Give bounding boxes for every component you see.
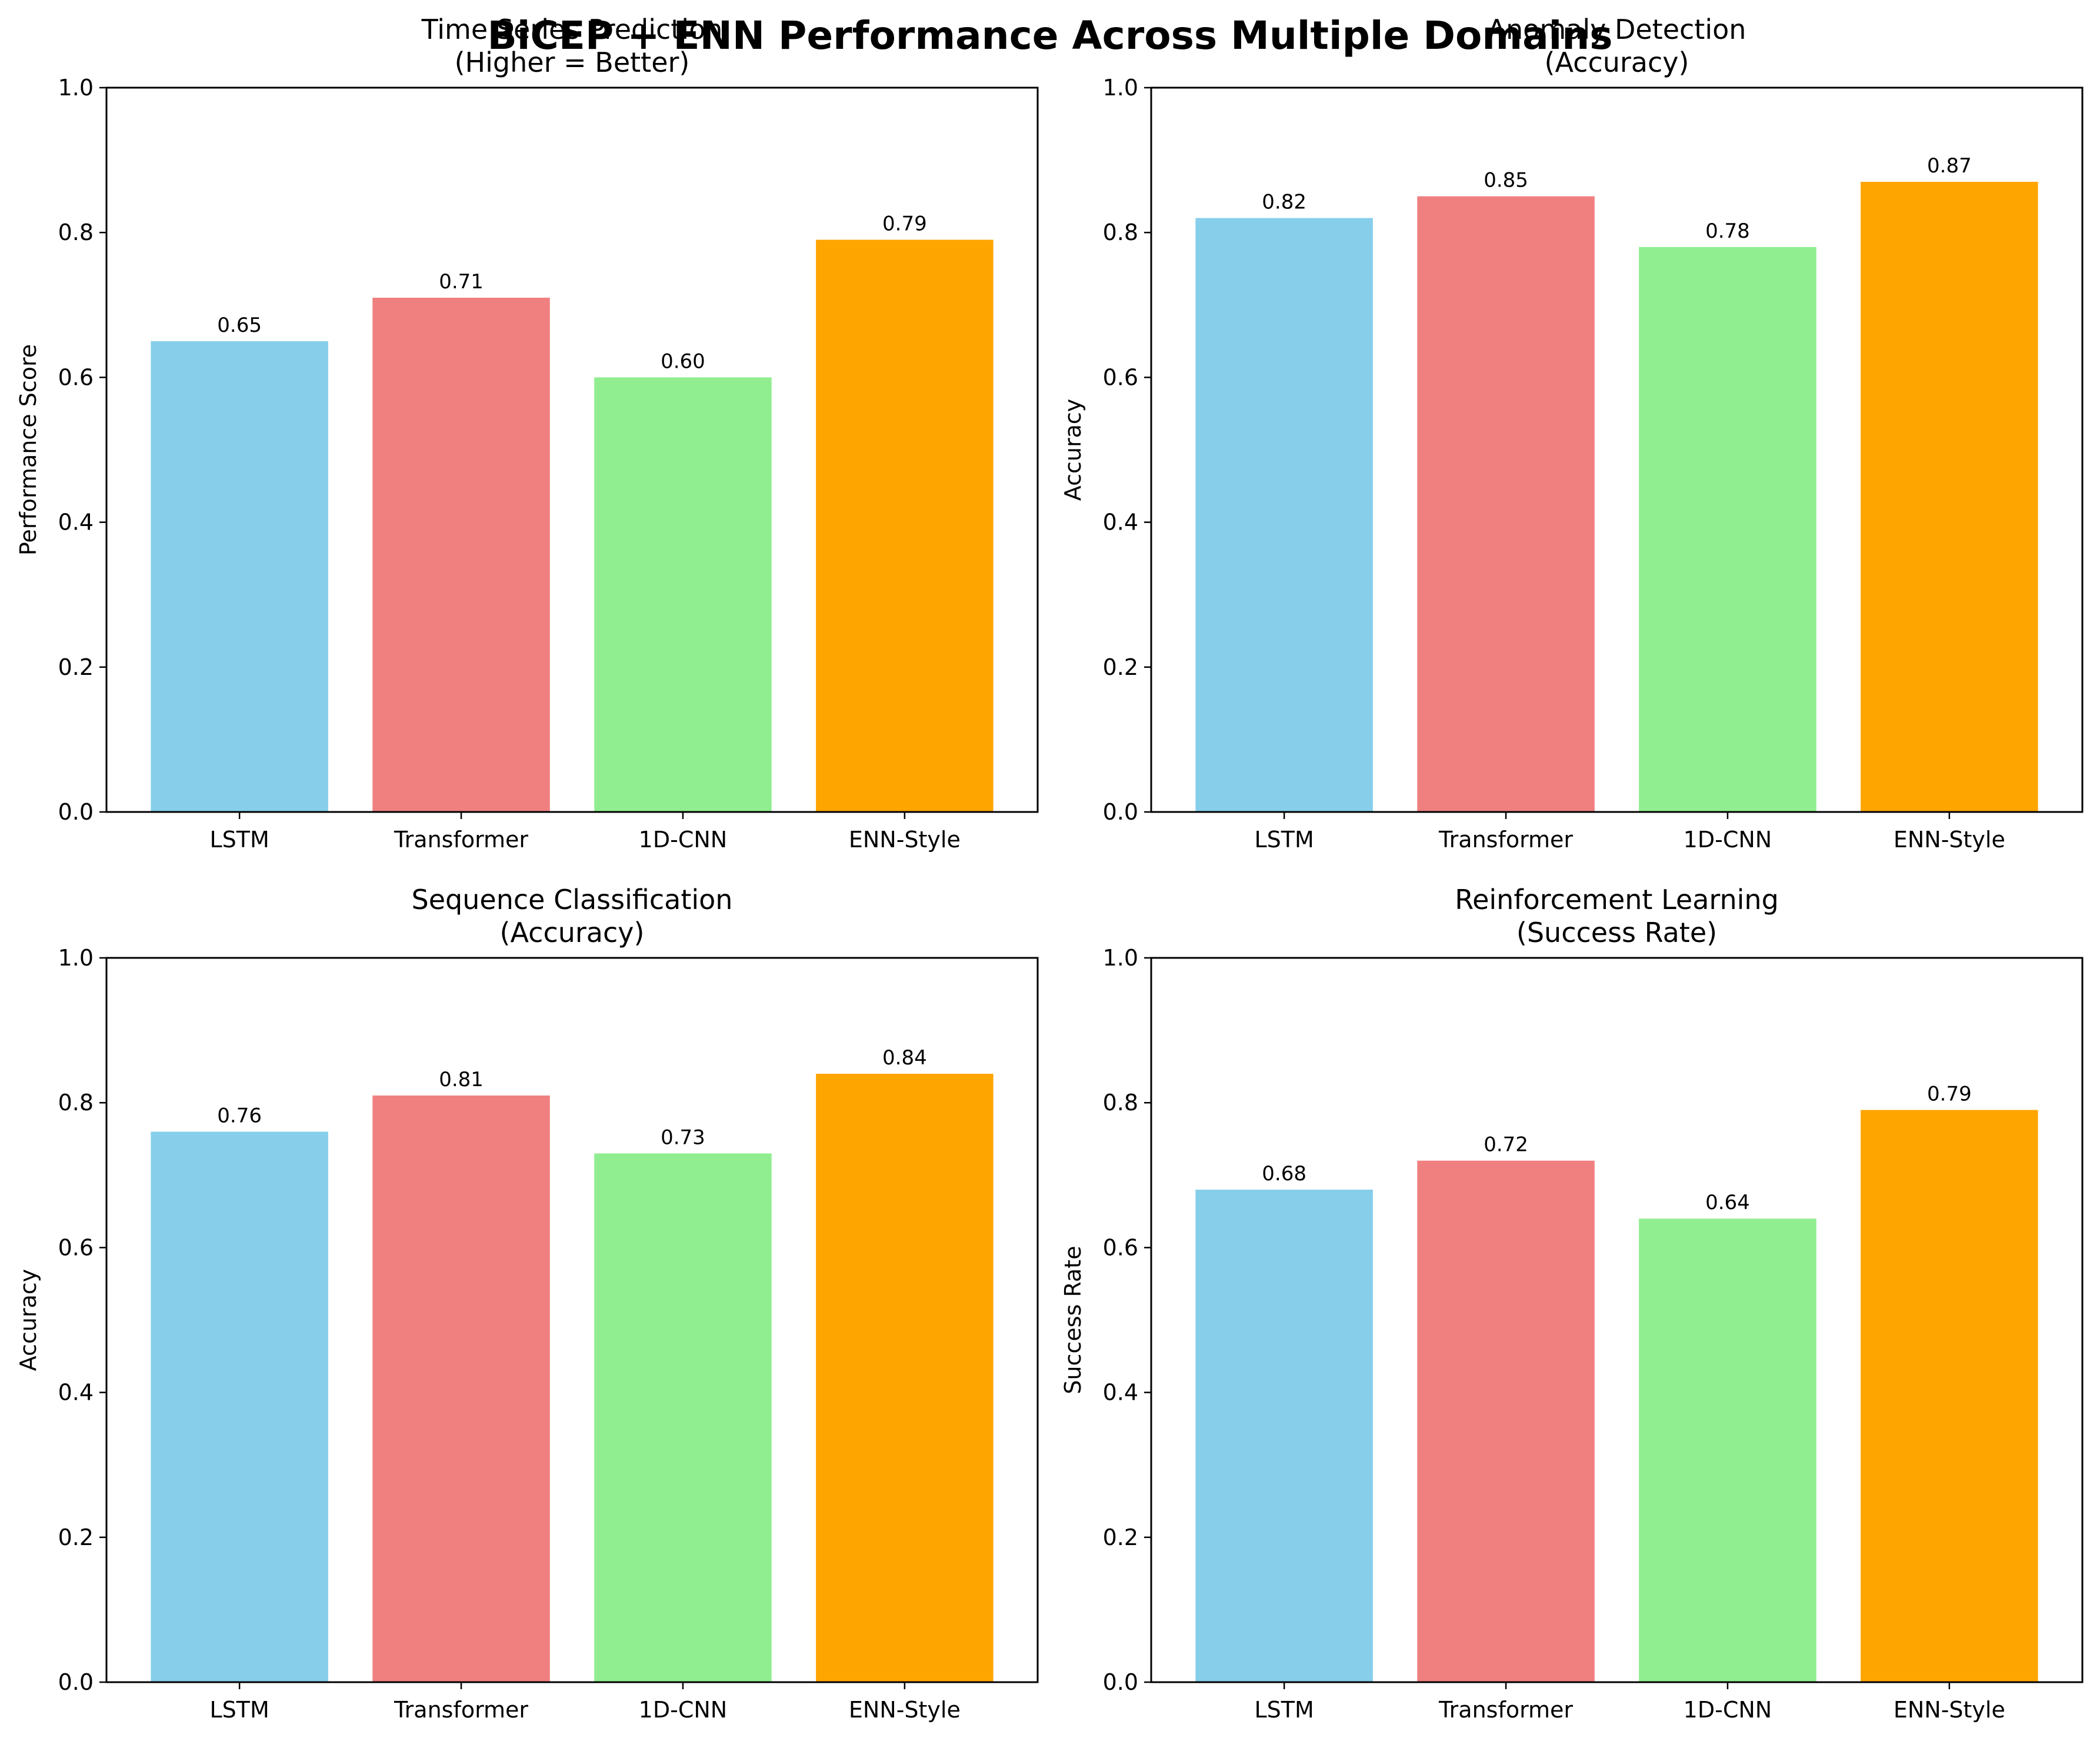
- y-tick-label: 0.4: [1103, 510, 1138, 535]
- bar-value-label: 0.78: [1705, 219, 1750, 243]
- y-tick-label: 0.8: [58, 1090, 94, 1116]
- y-tick-label: 0.2: [1103, 654, 1138, 680]
- bar-1d-cnn: [1639, 1219, 1816, 1682]
- bar-enn-style: [816, 1073, 994, 1682]
- x-tick-label: Transformer: [394, 827, 528, 853]
- bar-value-label: 0.79: [882, 212, 927, 236]
- x-tick-label: LSTM: [1254, 827, 1314, 853]
- subplot-1: 0.65 LSTM 0.71 Transformer 0.60 1D-CNN 0.79 ENN…: [15, 14, 1039, 853]
- y-tick-label: 0.4: [58, 510, 94, 535]
- y-axis-label: Success Rate: [1060, 1246, 1086, 1394]
- bar-value-label: 0.87: [1927, 154, 1972, 178]
- subplot-title: Anomaly Detection (Accuracy): [1488, 14, 1746, 78]
- x-tick-label: LSTM: [1254, 1697, 1314, 1723]
- x-tick-label: LSTM: [209, 827, 269, 853]
- x-tick-label: 1D-CNN: [639, 1697, 728, 1723]
- y-tick-label: 0.0: [1103, 1669, 1138, 1695]
- x-tick-label: Transformer: [1438, 827, 1573, 853]
- subplot-title-line: (Success Rate): [1516, 917, 1717, 948]
- plot-frame: [105, 86, 1039, 813]
- bar-transformer: [1417, 196, 1595, 812]
- y-axis-label: Accuracy: [15, 1269, 41, 1372]
- subplot-title-line: Anomaly Detection: [1488, 14, 1746, 45]
- y-tick-label: 0.6: [1103, 1234, 1138, 1260]
- subplot-title: Time Series Prediction (Higher = Better): [421, 14, 723, 78]
- subplot-title-line: (Accuracy): [1545, 46, 1689, 78]
- subplot-title-line: (Accuracy): [500, 917, 645, 948]
- y-tick-label: 0.4: [1103, 1380, 1138, 1406]
- bar-value-label: 0.85: [1484, 169, 1528, 192]
- bar-lstm: [1195, 1189, 1373, 1682]
- bar-enn-style: [1861, 1110, 2038, 1682]
- y-tick-label: 1.0: [1103, 945, 1138, 971]
- subplot-title: Sequence Classification (Accuracy): [412, 884, 733, 948]
- x-tick-label: ENN-Style: [849, 1697, 961, 1723]
- y-tick-label: 0.8: [58, 219, 94, 245]
- y-tick-label: 0.0: [58, 799, 94, 825]
- y-tick-label: 0.6: [58, 364, 94, 390]
- x-tick-label: ENN-Style: [1894, 1697, 2005, 1723]
- subplot-title-line: (Higher = Better): [455, 46, 690, 78]
- bar-value-label: 0.82: [1262, 191, 1306, 214]
- bar-value-label: 0.72: [1484, 1133, 1528, 1157]
- bar-value-label: 0.65: [217, 314, 262, 337]
- subplot-grid: 0.65 LSTM 0.71 Transformer 0.60 1D-CNN 0.79 ENN…: [15, 14, 2084, 1723]
- bar-value-label: 0.81: [439, 1068, 484, 1091]
- y-tick-label: 0.0: [1103, 799, 1138, 825]
- x-tick-label: Transformer: [1438, 1697, 1573, 1723]
- y-tick-label: 0.2: [58, 654, 94, 680]
- bar-enn-style: [1861, 182, 2038, 812]
- bar-value-label: 0.84: [882, 1046, 927, 1070]
- bar-lstm: [1195, 218, 1373, 813]
- y-tick-label: 1.0: [1103, 75, 1138, 101]
- x-tick-label: 1D-CNN: [1684, 1697, 1772, 1723]
- y-tick-label: 0.0: [58, 1669, 94, 1695]
- bar-value-label: 0.64: [1705, 1191, 1750, 1214]
- bar-transformer: [1417, 1160, 1595, 1682]
- bar-value-label: 0.68: [1262, 1162, 1306, 1186]
- bar-lstm: [151, 341, 328, 812]
- figure-suptitle: BiCEP + ENN Performance Across Multiple …: [487, 13, 1612, 58]
- bar-value-label: 0.71: [439, 270, 484, 294]
- plot-frame: [105, 957, 1039, 1683]
- x-tick-label: LSTM: [209, 1697, 269, 1723]
- plot-frame: [1150, 86, 2084, 813]
- x-tick-label: ENN-Style: [1894, 827, 2005, 853]
- bar-value-label: 0.60: [661, 349, 705, 373]
- bar-lstm: [151, 1131, 328, 1682]
- subplot-title-line: Time Series Prediction: [421, 14, 723, 45]
- subplot-title-line: Sequence Classification: [412, 884, 733, 916]
- y-tick-label: 0.2: [1103, 1524, 1138, 1550]
- y-tick-label: 0.6: [58, 1234, 94, 1260]
- bar-enn-style: [816, 239, 994, 812]
- subplot-title-line: Reinforcement Learning: [1455, 884, 1779, 916]
- y-tick-label: 1.0: [58, 75, 94, 101]
- x-tick-label: 1D-CNN: [1684, 827, 1772, 853]
- bar-value-label: 0.79: [1927, 1083, 1972, 1106]
- y-axis-label: Performance Score: [15, 344, 41, 555]
- y-tick-label: 1.0: [58, 945, 94, 971]
- y-tick-label: 0.2: [58, 1524, 94, 1550]
- plot-frame: [1150, 957, 2084, 1683]
- bar-1d-cnn: [594, 377, 772, 812]
- subplot-title: Reinforcement Learning (Success Rate): [1455, 884, 1779, 948]
- bar-1d-cnn: [594, 1153, 772, 1682]
- x-tick-label: Transformer: [394, 1697, 528, 1723]
- y-tick-label: 0.4: [58, 1380, 94, 1406]
- bar-transformer: [372, 1095, 550, 1682]
- bar-1d-cnn: [1639, 247, 1816, 812]
- y-tick-label: 0.8: [1103, 1090, 1138, 1116]
- y-axis-label: Accuracy: [1060, 399, 1086, 501]
- bar-transformer: [372, 297, 550, 812]
- subplot-2: 0.82 LSTM 0.85 Transformer 0.78 1D-CNN 0.87 ENN…: [1060, 14, 2084, 853]
- y-tick-label: 0.6: [1103, 364, 1138, 390]
- y-tick-label: 0.8: [1103, 219, 1138, 245]
- bar-value-label: 0.76: [217, 1104, 262, 1127]
- bar-value-label: 0.73: [661, 1126, 705, 1149]
- x-tick-label: 1D-CNN: [639, 827, 728, 853]
- x-tick-label: ENN-Style: [849, 827, 961, 853]
- subplot-3: 0.76 LSTM 0.81 Transformer 0.73 1D-CNN 0.84 ENN…: [15, 884, 1039, 1723]
- subplot-4: 0.68 LSTM 0.72 Transformer 0.64 1D-CNN 0.79 ENN…: [1060, 884, 2084, 1723]
